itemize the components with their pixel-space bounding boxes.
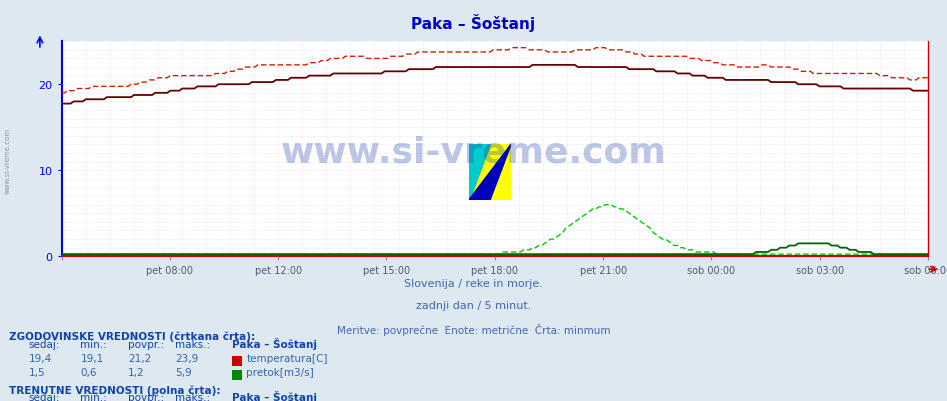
Text: min.:: min.: <box>80 392 107 401</box>
Text: Paka – Šoštanj: Paka – Šoštanj <box>232 337 317 349</box>
Text: www.si-vreme.com: www.si-vreme.com <box>5 128 10 193</box>
Text: Paka – Šoštanj: Paka – Šoštanj <box>411 14 536 32</box>
Text: Slovenija / reke in morje.: Slovenija / reke in morje. <box>404 279 543 289</box>
Text: sedaj:: sedaj: <box>28 392 60 401</box>
Text: povpr.:: povpr.: <box>128 339 164 349</box>
Text: sedaj:: sedaj: <box>28 339 60 349</box>
Text: 21,2: 21,2 <box>128 353 152 363</box>
Text: 0,6: 0,6 <box>80 367 97 377</box>
Text: 19,1: 19,1 <box>80 353 104 363</box>
Polygon shape <box>469 144 491 200</box>
Text: Meritve: povprečne  Enote: metrične  Črta: minmum: Meritve: povprečne Enote: metrične Črta:… <box>337 323 610 335</box>
Text: 1,2: 1,2 <box>128 367 145 377</box>
Text: Paka – Šoštanj: Paka – Šoštanj <box>232 390 317 401</box>
Text: maks.:: maks.: <box>175 339 210 349</box>
Text: ZGODOVINSKE VREDNOSTI (črtkana črta):: ZGODOVINSKE VREDNOSTI (črtkana črta): <box>9 331 256 341</box>
Text: 5,9: 5,9 <box>175 367 192 377</box>
Text: 1,5: 1,5 <box>28 367 45 377</box>
Polygon shape <box>469 144 511 200</box>
Text: 23,9: 23,9 <box>175 353 199 363</box>
Text: pretok[m3/s]: pretok[m3/s] <box>246 367 314 377</box>
Text: temperatura[C]: temperatura[C] <box>246 353 328 363</box>
Text: 19,4: 19,4 <box>28 353 52 363</box>
Text: zadnji dan / 5 minut.: zadnji dan / 5 minut. <box>416 301 531 311</box>
Text: min.:: min.: <box>80 339 107 349</box>
Text: maks.:: maks.: <box>175 392 210 401</box>
Text: TRENUTNE VREDNOSTI (polna črta):: TRENUTNE VREDNOSTI (polna črta): <box>9 385 221 395</box>
Text: www.si-vreme.com: www.si-vreme.com <box>280 136 667 169</box>
Text: povpr.:: povpr.: <box>128 392 164 401</box>
